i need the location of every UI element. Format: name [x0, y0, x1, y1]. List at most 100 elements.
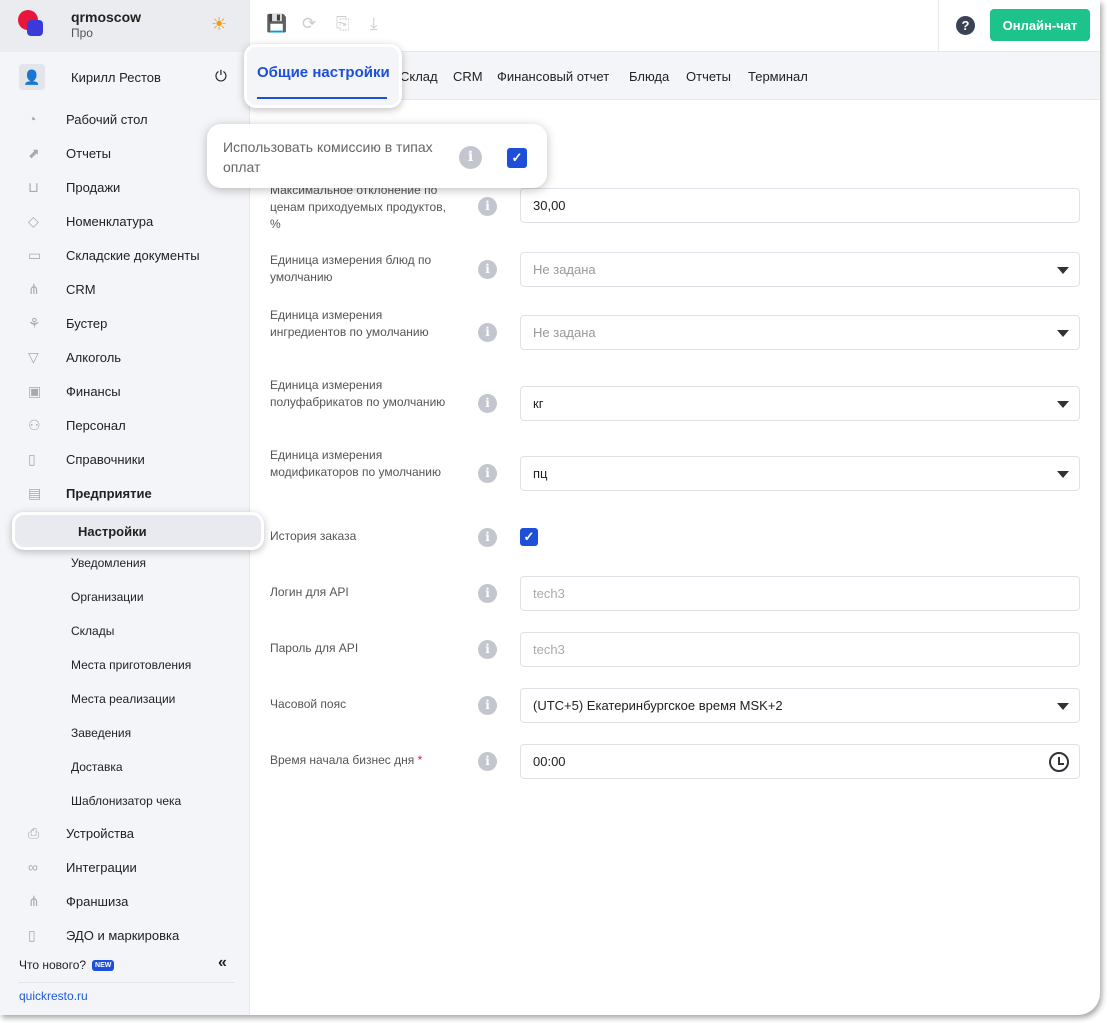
hierarchy-icon: ⋔ [28, 281, 40, 297]
max-deviation-input[interactable]: 30,00 [520, 188, 1080, 223]
sidebar-item-label: Рабочий стол [66, 112, 148, 127]
tab-dishes[interactable]: Блюда [629, 69, 670, 84]
sidebar-item-label: Интеграции [66, 860, 137, 875]
copy-icon[interactable]: ⎘ [336, 14, 350, 33]
api-login-input[interactable]: tech3 [520, 576, 1080, 611]
archive-icon: ▭ [28, 247, 42, 263]
sidebar-item-label: Устройства [66, 826, 135, 841]
info-icon[interactable]: i [459, 146, 482, 169]
field-label: Время начала бизнес дня * [270, 752, 450, 769]
tag-icon: ◇ [28, 213, 39, 229]
sidebar-item-label: Номенклатура [66, 214, 154, 229]
divider [938, 0, 939, 52]
sidebar-item[interactable]: ⬈ Отчеты [0, 139, 250, 169]
theme-toggle-icon[interactable]: ☀ [211, 14, 228, 34]
order-history-checkbox[interactable]: ✓ [520, 528, 538, 546]
info-icon[interactable]: i [478, 584, 497, 603]
sidebar-item-label: Склады [71, 624, 115, 638]
basket-icon: ⊔ [28, 179, 39, 195]
glass-icon: ▽ [28, 349, 39, 365]
tab-financial-report[interactable]: Финансовый отчет [497, 69, 610, 84]
user-profile: 👤 Кирилл Рестов ⏻ [0, 64, 250, 92]
collapse-sidebar-icon[interactable]: « [218, 954, 227, 971]
info-icon[interactable]: i [478, 640, 497, 659]
info-icon[interactable]: i [478, 696, 497, 715]
whats-new-link[interactable]: Что нового? NEW [19, 958, 115, 972]
commission-checkbox[interactable]: ✓ [507, 148, 527, 168]
sidebar-item-label: Настройки [78, 524, 147, 539]
tab-sklad[interactable]: Склад [400, 69, 438, 84]
sidebar-item[interactable]: ⊔ Продажи [0, 173, 250, 203]
sidebar-item[interactable]: ▣ Финансы [0, 377, 250, 407]
tab-general-settings[interactable]: Общие настройки [244, 44, 402, 108]
refresh-icon[interactable]: ⟳ [302, 14, 317, 33]
field-label: Часовой пояс [270, 697, 347, 711]
tab-crm[interactable]: CRM [453, 69, 483, 84]
info-icon[interactable]: i [478, 464, 497, 483]
download-icon[interactable]: ⤓ [370, 14, 378, 33]
sidebar-item[interactable]: Уведомления [0, 549, 250, 579]
tab-terminal[interactable]: Терминал [748, 69, 808, 84]
sidebar-item[interactable]: Склады [0, 617, 250, 647]
sidebar-item-label: CRM [66, 282, 96, 297]
sidebar-item[interactable]: ▯ Справочники [0, 445, 250, 475]
sidebar-item[interactable]: Места реализации [0, 685, 250, 715]
infinity-icon: ∞ [28, 859, 38, 875]
info-icon[interactable]: i [478, 394, 497, 413]
sidebar-item[interactable]: ⚇ Персонал [0, 411, 250, 441]
site-link[interactable]: quickresto.ru [19, 989, 88, 1003]
select-value: (UTC+5) Екатеринбургское время MSK+2 [533, 698, 783, 713]
field-label: Единица измерения блюд по умолчанию [270, 253, 432, 284]
sidebar-item-label: Организации [71, 590, 144, 604]
sidebar-item[interactable]: ▤ Предприятие [0, 479, 250, 509]
semi-unit-select[interactable]: кг [520, 386, 1080, 421]
sidebar-item-label: Франшиза [66, 894, 129, 909]
info-icon[interactable]: i [478, 323, 497, 342]
time-value: 00:00 [533, 754, 566, 769]
sidebar-item[interactable]: ⋔ CRM [0, 275, 250, 305]
sidebar-item[interactable]: ▭ Складские документы [0, 241, 250, 271]
business-day-start-input[interactable]: 00:00 [520, 744, 1080, 779]
sidebar-item[interactable]: ◔ Рабочий стол [0, 105, 250, 135]
sidebar-item[interactable]: ⋔ Франшиза [0, 887, 250, 917]
new-badge: NEW [92, 960, 115, 972]
sidebar-item[interactable]: ⚘ Бустер [0, 309, 250, 339]
sidebar-item[interactable]: Места приготовления [0, 651, 250, 681]
chevron-down-icon [1057, 330, 1069, 337]
help-icon[interactable]: ? [956, 16, 975, 35]
sidebar-item[interactable]: ◇ Номенклатура [0, 207, 250, 237]
sidebar-item[interactable]: ▯ ЭДО и маркировка [0, 921, 250, 951]
brand-name: qrmoscow [71, 9, 142, 25]
clock-icon[interactable] [1049, 752, 1069, 772]
avatar[interactable]: 👤 [19, 64, 45, 90]
sidebar-item[interactable]: Заведения [0, 719, 250, 749]
timezone-select[interactable]: (UTC+5) Екатеринбургское время MSK+2 [520, 688, 1080, 723]
info-icon[interactable]: i [478, 260, 497, 279]
sidebar-item[interactable]: ▽ Алкоголь [0, 343, 250, 373]
modifier-unit-select[interactable]: пц [520, 456, 1080, 491]
info-icon[interactable]: i [478, 528, 497, 547]
sidebar-item-settings-active[interactable]: Настройки [12, 512, 264, 550]
sidebar-item-label: Бустер [66, 316, 108, 331]
dish-unit-select[interactable]: Не задана [520, 252, 1080, 287]
sidebar-item[interactable]: ⎙ Устройства [0, 819, 250, 849]
sidebar-item[interactable]: Организации [0, 583, 250, 613]
api-password-input[interactable]: tech3 [520, 632, 1080, 667]
save-icon[interactable]: 💾 [266, 14, 288, 33]
sidebar-item-label: Отчеты [66, 146, 111, 161]
tab-reports[interactable]: Отчеты [686, 69, 731, 84]
sidebar-item[interactable]: ∞ Интеграции [0, 853, 250, 883]
info-icon[interactable]: i [478, 197, 497, 216]
power-icon[interactable]: ⏻ [215, 68, 227, 85]
sidebar-item-label: Персонал [66, 418, 126, 433]
sidebar-item[interactable]: Шаблонизатор чека [0, 787, 250, 817]
sidebar-item-label: Заведения [71, 726, 132, 740]
sidebar-item-label: Места реализации [71, 692, 176, 706]
ingredient-unit-select[interactable]: Не задана [520, 315, 1080, 350]
online-chat-button[interactable]: Онлайн-чат [990, 9, 1090, 41]
commission-setting-callout: Использовать комиссию в типах оплат i ✓ [207, 124, 547, 188]
info-icon[interactable]: i [478, 752, 497, 771]
sidebar-item-label: Алкоголь [66, 350, 122, 365]
sidebar-item-label: Уведомления [71, 556, 147, 570]
sidebar-item[interactable]: Доставка [0, 753, 250, 783]
